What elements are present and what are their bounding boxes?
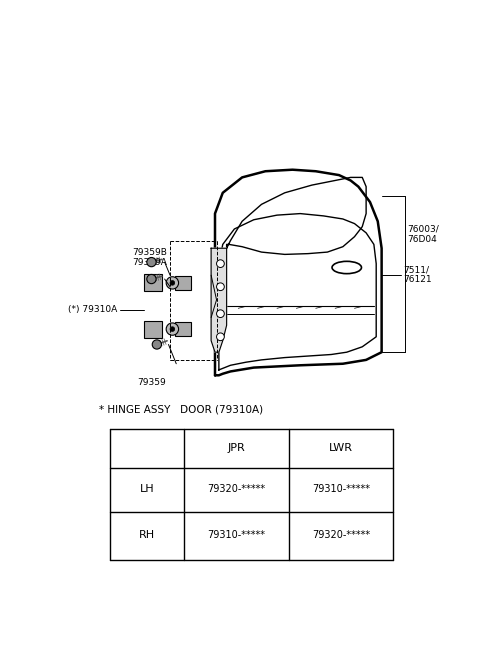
- Text: LWR: LWR: [329, 443, 353, 453]
- Text: 79359B: 79359B: [132, 248, 167, 257]
- Text: 76003/: 76003/: [407, 225, 439, 233]
- Circle shape: [216, 310, 224, 317]
- FancyBboxPatch shape: [176, 322, 191, 336]
- Circle shape: [166, 277, 179, 289]
- Circle shape: [216, 260, 224, 267]
- Text: 76121: 76121: [403, 275, 432, 284]
- Text: 79310-*****: 79310-*****: [312, 484, 370, 494]
- Circle shape: [147, 258, 156, 267]
- Circle shape: [147, 275, 156, 284]
- FancyBboxPatch shape: [144, 275, 162, 291]
- Circle shape: [216, 283, 224, 290]
- Text: 79359: 79359: [137, 378, 166, 388]
- FancyBboxPatch shape: [176, 276, 191, 290]
- Text: JPR: JPR: [228, 443, 245, 453]
- Circle shape: [170, 327, 175, 331]
- Text: LH: LH: [140, 484, 155, 494]
- Text: 79320-*****: 79320-*****: [312, 530, 370, 541]
- Text: 76D04: 76D04: [407, 235, 437, 244]
- Circle shape: [152, 340, 162, 349]
- Text: 79320-*****: 79320-*****: [207, 484, 265, 494]
- Circle shape: [166, 323, 179, 335]
- Text: 79310-*****: 79310-*****: [207, 530, 265, 541]
- Text: * HINGE ASSY   DOOR (79310A): * HINGE ASSY DOOR (79310A): [99, 405, 263, 415]
- Polygon shape: [211, 248, 227, 352]
- Circle shape: [216, 333, 224, 340]
- FancyBboxPatch shape: [144, 321, 162, 338]
- Text: 79359A: 79359A: [132, 258, 167, 267]
- Circle shape: [170, 281, 175, 285]
- Text: RH: RH: [139, 530, 155, 541]
- Text: (*) 79310A: (*) 79310A: [68, 306, 117, 314]
- Text: 7511/: 7511/: [403, 265, 429, 275]
